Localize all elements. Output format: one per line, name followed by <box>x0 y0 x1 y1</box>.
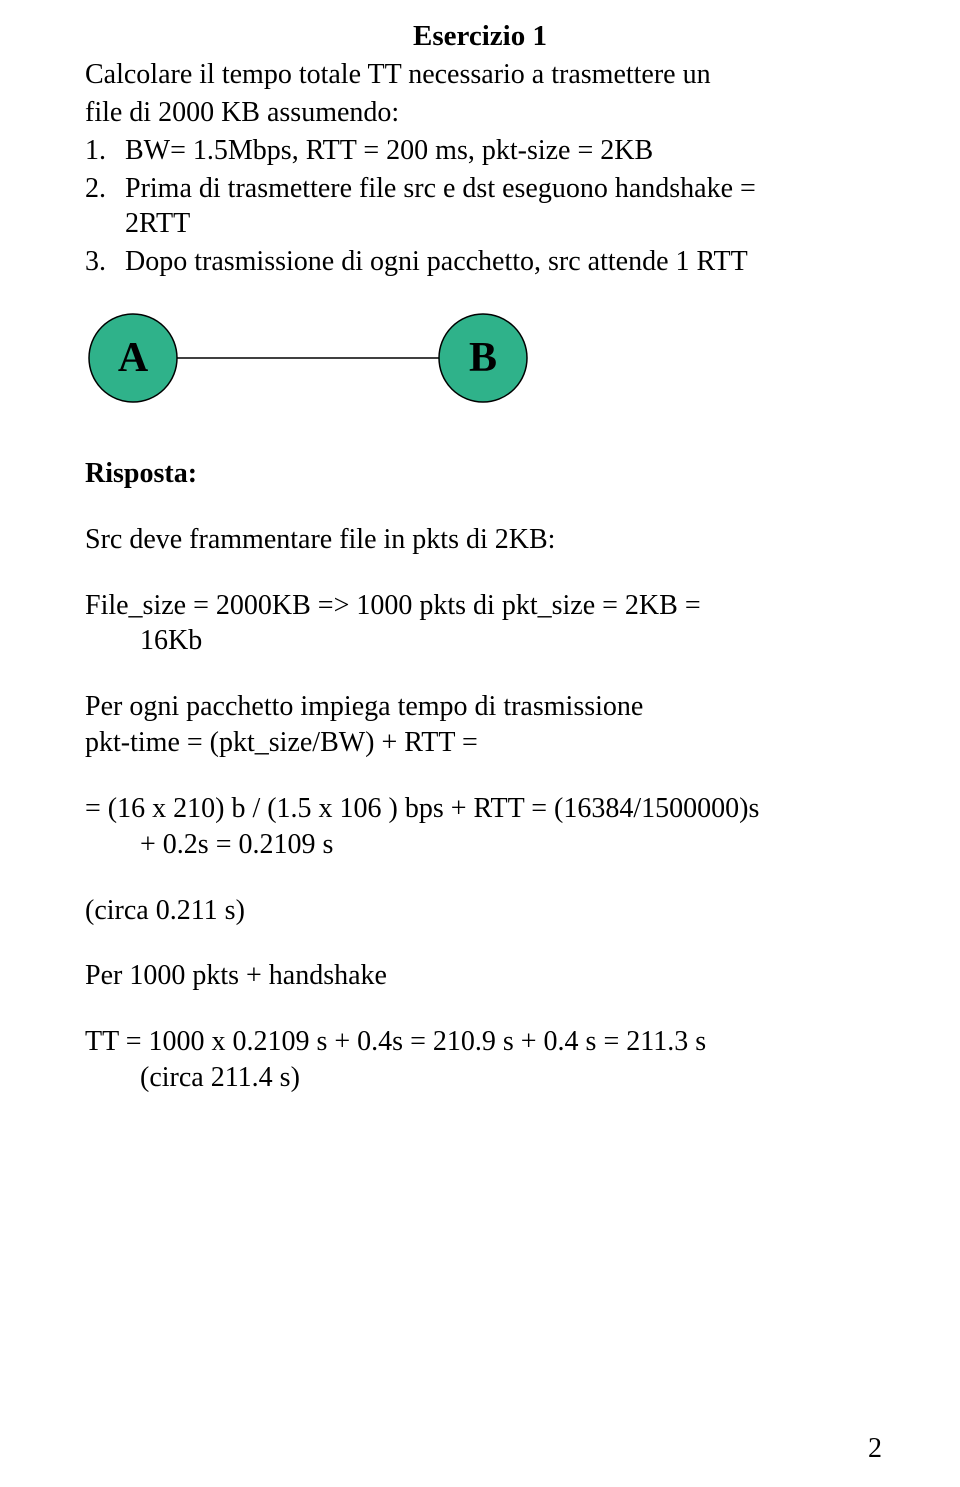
answer-p2: File_size = 2000KB => 1000 pkts di pkt_s… <box>85 588 875 660</box>
answer-p2-line2: 16Kb <box>85 625 202 656</box>
list-item-text-line2: 2RTT <box>125 208 190 239</box>
list-item-number: 3. <box>85 244 125 280</box>
list-item-text: Dopo trasmissione di ogni pacchetto, src… <box>125 244 875 280</box>
list-item-number: 2. <box>85 171 125 243</box>
answer-p5: (circa 0.211 s) <box>85 893 875 929</box>
list-item-text: Prima di trasmettere file src e dst eseg… <box>125 171 875 243</box>
answer-p3-line1: Per ogni pacchetto impiega tempo di tras… <box>85 691 643 722</box>
intro-line-1: Calcolare il tempo totale TT necessario … <box>85 57 875 93</box>
list-item-text-line1: Prima di trasmettere file src e dst eseg… <box>125 173 756 204</box>
intro-line-2: file di 2000 KB assumendo: <box>85 95 875 131</box>
list-item: 1. BW= 1.5Mbps, RTT = 200 ms, pkt-size =… <box>85 133 875 169</box>
list-item-number: 1. <box>85 133 125 169</box>
page-container: Esercizio 1 Calcolare il tempo totale TT… <box>0 0 960 1487</box>
answer-p1: Src deve frammentare file in pkts di 2KB… <box>85 522 875 558</box>
diagram-svg: AB <box>85 310 545 406</box>
answer-p2-line1: File_size = 2000KB => 1000 pkts di pkt_s… <box>85 590 701 621</box>
assumption-list: 1. BW= 1.5Mbps, RTT = 200 ms, pkt-size =… <box>85 133 875 280</box>
answer-p4-line1: = (16 x 210) b / (1.5 x 106 ) bps + RTT … <box>85 793 759 824</box>
answer-p6: Per 1000 pkts + handshake <box>85 958 875 994</box>
answer-p4-line2: + 0.2s = 0.2109 s <box>85 829 333 860</box>
answer-p7-line1: TT = 1000 x 0.2109 s + 0.4s = 210.9 s + … <box>85 1026 706 1057</box>
list-item: 2. Prima di trasmettere file src e dst e… <box>85 171 875 243</box>
list-item-text: BW= 1.5Mbps, RTT = 200 ms, pkt-size = 2K… <box>125 133 875 169</box>
answer-p7: TT = 1000 x 0.2109 s + 0.4s = 210.9 s + … <box>85 1024 875 1096</box>
svg-text:A: A <box>118 335 149 381</box>
answer-p3: Per ogni pacchetto impiega tempo di tras… <box>85 689 875 761</box>
answer-label: Risposta: <box>85 456 875 492</box>
exercise-title: Esercizio 1 <box>85 18 875 55</box>
svg-text:B: B <box>469 335 497 381</box>
answer-p7-line2: (circa 211.4 s) <box>85 1062 300 1093</box>
answer-p4: = (16 x 210) b / (1.5 x 106 ) bps + RTT … <box>85 791 875 863</box>
answer-p3-line2: pkt-time = (pkt_size/BW) + RTT = <box>85 727 478 758</box>
page-number: 2 <box>868 1431 882 1467</box>
network-diagram: AB <box>85 310 875 416</box>
list-item: 3. Dopo trasmissione di ogni pacchetto, … <box>85 244 875 280</box>
